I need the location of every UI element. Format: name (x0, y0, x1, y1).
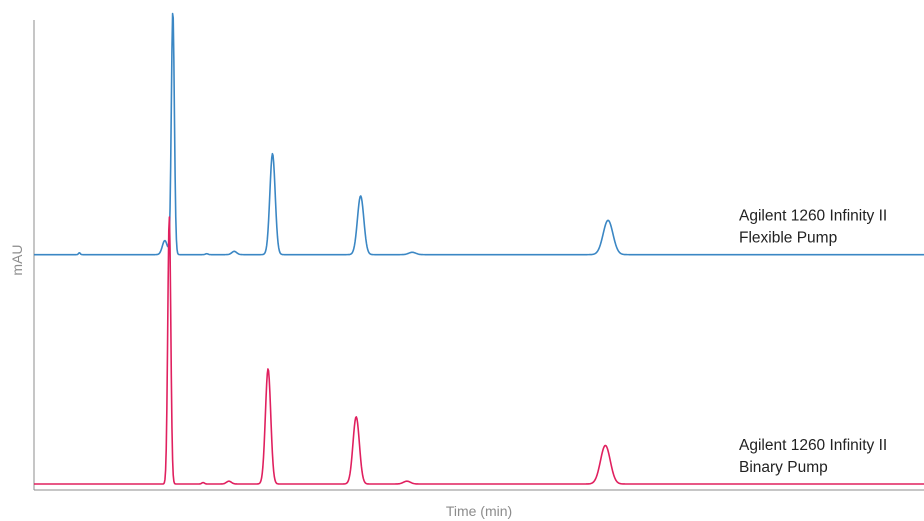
y-axis-label: mAU (9, 244, 25, 275)
trace-label-2: Agilent 1260 Infinity II Binary Pump (739, 437, 887, 476)
trace-group: Agilent 1260 Infinity II Flexible PumpAgi… (33, 12, 924, 485)
trace-line-1 (33, 12, 924, 256)
x-axis-label: Time (min) (446, 503, 512, 519)
trace-label-1-line-1: Agilent 1260 Infinity II (739, 208, 887, 225)
trace-line-2 (33, 216, 924, 485)
trace-label-2-line-2: Binary Pump (739, 459, 828, 476)
trace-label-2-line-1: Agilent 1260 Infinity II (739, 437, 887, 454)
trace-label-1-line-2: Flexible Pump (739, 230, 837, 247)
trace-label-1: Agilent 1260 Infinity II Flexible Pump (739, 208, 887, 247)
